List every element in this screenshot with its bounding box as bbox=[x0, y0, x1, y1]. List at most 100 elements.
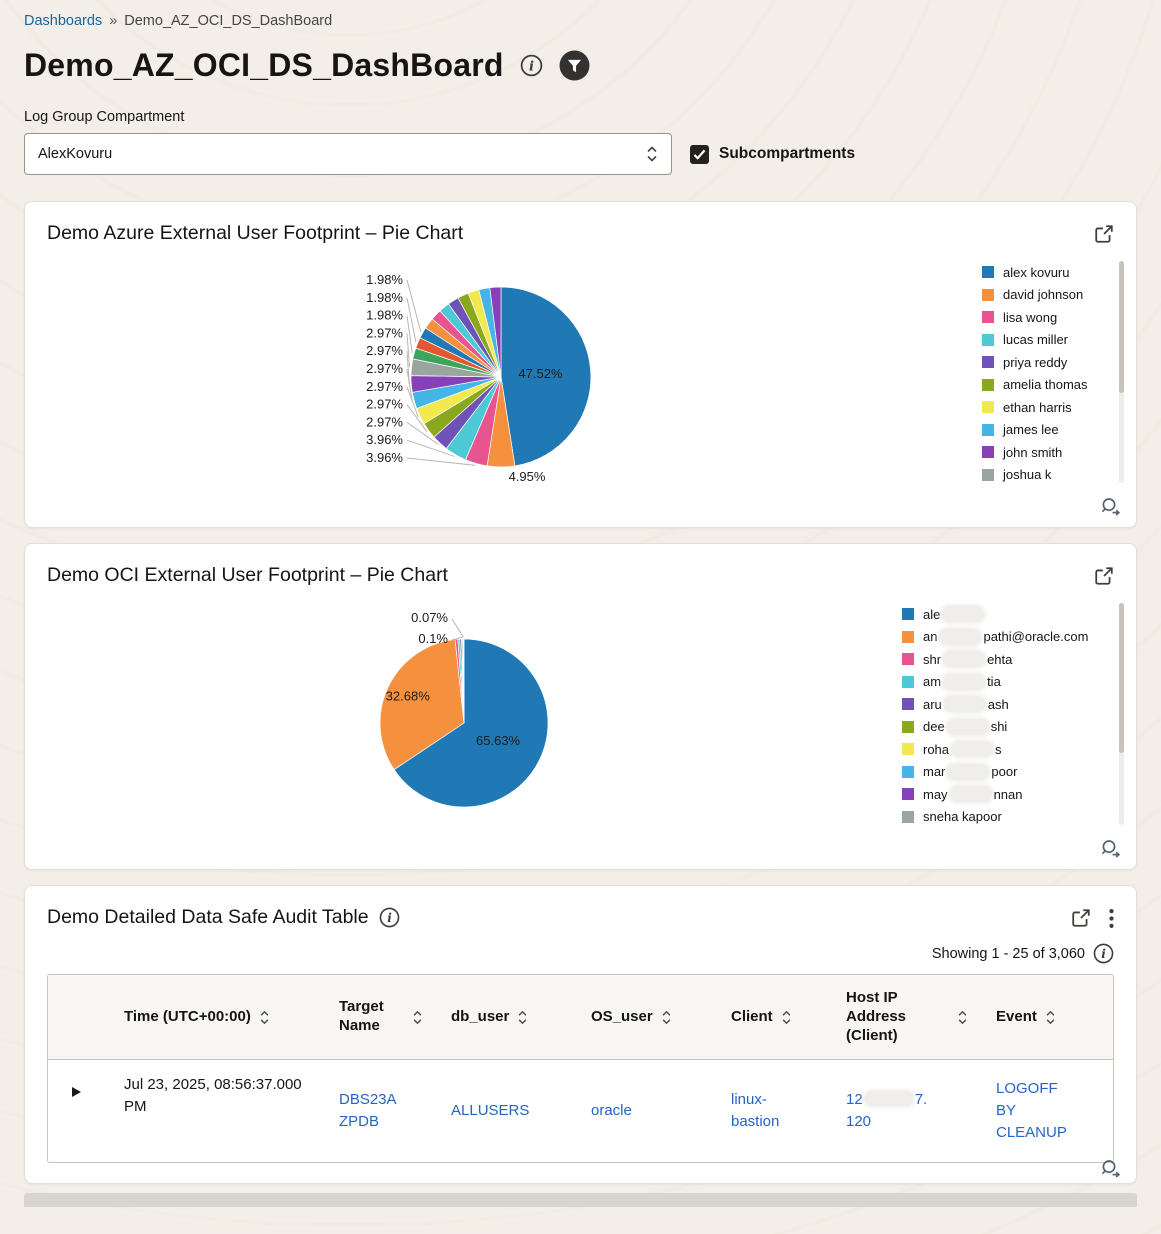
legend-item[interactable]: mar poor bbox=[902, 761, 1098, 784]
kebab-menu-icon[interactable] bbox=[1109, 908, 1114, 928]
host-ip-fragment: 12 bbox=[846, 1091, 863, 1109]
legend-item[interactable]: dee shi bbox=[902, 716, 1098, 739]
legend-item[interactable]: may nnan bbox=[902, 783, 1098, 806]
legend-item[interactable]: alex kovuru bbox=[982, 261, 1098, 284]
legend-item[interactable]: priya reddy bbox=[982, 351, 1098, 374]
pie-slice[interactable] bbox=[393, 638, 549, 808]
label-leader-line bbox=[406, 315, 413, 354]
pie-slice[interactable] bbox=[489, 286, 502, 378]
sort-updown-icon[interactable] bbox=[957, 1009, 968, 1026]
legend-item[interactable]: james lee bbox=[982, 419, 1098, 442]
info-icon[interactable]: i bbox=[379, 907, 400, 928]
legend-scrollbar-thumb[interactable] bbox=[1119, 603, 1124, 753]
legend-scrollbar[interactable] bbox=[1119, 261, 1124, 483]
magnifier-arrow-icon[interactable] bbox=[1100, 496, 1122, 523]
legend-item[interactable]: roha s bbox=[902, 738, 1098, 761]
sort-updown-icon[interactable] bbox=[781, 1009, 792, 1026]
legend-item[interactable]: am tia bbox=[902, 671, 1098, 694]
legend-item[interactable]: lucas miller bbox=[982, 329, 1098, 352]
sort-updown-icon[interactable] bbox=[1045, 1009, 1056, 1026]
svg-text:i: i bbox=[1101, 947, 1106, 961]
legend-label: amelia thomas bbox=[1003, 377, 1088, 393]
column-header-client[interactable]: Client bbox=[711, 975, 826, 1061]
column-header-time-utc-00-00[interactable]: Time (UTC+00:00) bbox=[104, 975, 319, 1061]
magnifier-arrow-icon[interactable] bbox=[1100, 1158, 1122, 1185]
legend-item[interactable]: lisa wong bbox=[982, 306, 1098, 329]
client-link[interactable]: linux-bastion bbox=[731, 1091, 780, 1130]
legend-item[interactable]: an pathi@oracle.com bbox=[902, 626, 1098, 649]
column-label: Target Name bbox=[339, 998, 384, 1035]
legend-item[interactable]: ethan harris bbox=[982, 396, 1098, 419]
subcompartments-checkbox[interactable] bbox=[690, 144, 709, 164]
legend-swatch bbox=[902, 720, 914, 733]
magnifier-arrow-icon[interactable] bbox=[1100, 838, 1122, 865]
open-in-new-window-icon[interactable] bbox=[1094, 224, 1114, 244]
legend-label: david johnson bbox=[1003, 287, 1084, 303]
expand-column-header bbox=[48, 975, 104, 1061]
label-leader-line bbox=[451, 636, 463, 641]
sort-updown-icon[interactable] bbox=[259, 1009, 270, 1026]
column-header-target-name[interactable]: Target Name bbox=[319, 975, 431, 1061]
oci-pie-card-title: Demo OCI External User Footprint – Pie C… bbox=[47, 564, 448, 586]
legend-swatch bbox=[982, 401, 994, 414]
host-ip-link[interactable]: 12 7. 120 bbox=[846, 1091, 927, 1130]
row-expand-caret[interactable] bbox=[72, 1087, 81, 1098]
pie-slice[interactable] bbox=[379, 639, 465, 771]
legend-item[interactable]: amelia thomas bbox=[982, 374, 1098, 397]
open-in-new-window-icon[interactable] bbox=[1071, 908, 1091, 928]
legend-item[interactable]: sneha kapoor bbox=[902, 806, 1098, 828]
legend-item[interactable]: shr ehta bbox=[902, 648, 1098, 671]
filter-funnel-icon[interactable] bbox=[559, 50, 590, 81]
legend-item[interactable]: john smith bbox=[982, 441, 1098, 464]
sort-updown-icon[interactable] bbox=[517, 1009, 528, 1026]
info-icon[interactable]: i bbox=[1093, 943, 1114, 964]
legend-item[interactable]: david johnson bbox=[982, 284, 1098, 307]
column-header-event[interactable]: Event bbox=[976, 975, 1113, 1061]
pie-value-label: 65.63% bbox=[476, 733, 521, 748]
legend-label: ethan harris bbox=[1003, 399, 1072, 415]
legend-label: alex kovuru bbox=[1003, 264, 1070, 280]
compartment-select[interactable]: AlexKovuru bbox=[24, 133, 672, 175]
page-title: Demo_AZ_OCI_DS_DashBoard bbox=[24, 46, 504, 83]
info-icon[interactable]: i bbox=[520, 54, 543, 77]
cell-event: LOGOFF BY CLEANUP bbox=[976, 1060, 1113, 1162]
db-user-link[interactable]: ALLUSERS bbox=[451, 1102, 530, 1120]
legend-label-fragment: may bbox=[923, 786, 948, 802]
breadcrumb-separator: » bbox=[109, 13, 118, 29]
subcompartments-checkbox-group[interactable]: Subcompartments bbox=[690, 144, 855, 164]
legend-swatch bbox=[902, 698, 914, 711]
os-user-link[interactable]: oracle bbox=[591, 1102, 632, 1120]
legend-swatch bbox=[902, 810, 914, 823]
time-value: Jul 23, 2025, 08:56:37.000 PM bbox=[124, 1076, 302, 1115]
legend-item[interactable]: joshua k bbox=[982, 464, 1098, 484]
label-leader-line bbox=[406, 439, 455, 457]
pie-slice[interactable] bbox=[500, 286, 592, 467]
legend-scrollbar-thumb[interactable] bbox=[1119, 261, 1124, 393]
column-header-os-user[interactable]: OS_user bbox=[571, 975, 711, 1061]
pie-slice[interactable] bbox=[463, 638, 465, 724]
legend-swatch bbox=[982, 378, 994, 391]
column-header-host-ip-address-client[interactable]: Host IP Address (Client) bbox=[826, 975, 976, 1061]
target-name-link[interactable]: DBS23AZPDB bbox=[339, 1091, 397, 1130]
azure-pie-legend: alex kovuru david johnson lisa wong lucas m… bbox=[982, 261, 1112, 483]
column-header-db-user[interactable]: db_user bbox=[431, 975, 571, 1061]
cell-os-user: oracle bbox=[571, 1060, 711, 1162]
legend-item[interactable]: ale bbox=[902, 603, 1098, 626]
log-group-compartment-label: Log Group Compartment bbox=[24, 109, 185, 125]
legend-item[interactable]: aru ash bbox=[902, 693, 1098, 716]
redaction-blob bbox=[951, 741, 994, 758]
column-label: Time (UTC+00:00) bbox=[124, 1007, 251, 1025]
breadcrumb-dashboards-link[interactable]: Dashboards bbox=[24, 13, 103, 29]
legend-swatch bbox=[902, 653, 914, 666]
open-in-new-window-icon[interactable] bbox=[1094, 566, 1114, 586]
showing-row: Showing 1 - 25 of 3,060 i bbox=[47, 943, 1114, 964]
event-link[interactable]: LOGOFF BY CLEANUP bbox=[996, 1080, 1067, 1141]
sort-updown-icon[interactable] bbox=[412, 1009, 423, 1026]
redaction-blob bbox=[943, 673, 986, 690]
legend-scrollbar[interactable] bbox=[1119, 603, 1124, 825]
legend-swatch bbox=[982, 333, 994, 346]
column-label: Host IP Address (Client) bbox=[846, 989, 907, 1044]
sort-updown-icon[interactable] bbox=[661, 1009, 672, 1026]
cell-db-user: ALLUSERS bbox=[431, 1060, 571, 1162]
svg-text:i: i bbox=[529, 59, 534, 74]
